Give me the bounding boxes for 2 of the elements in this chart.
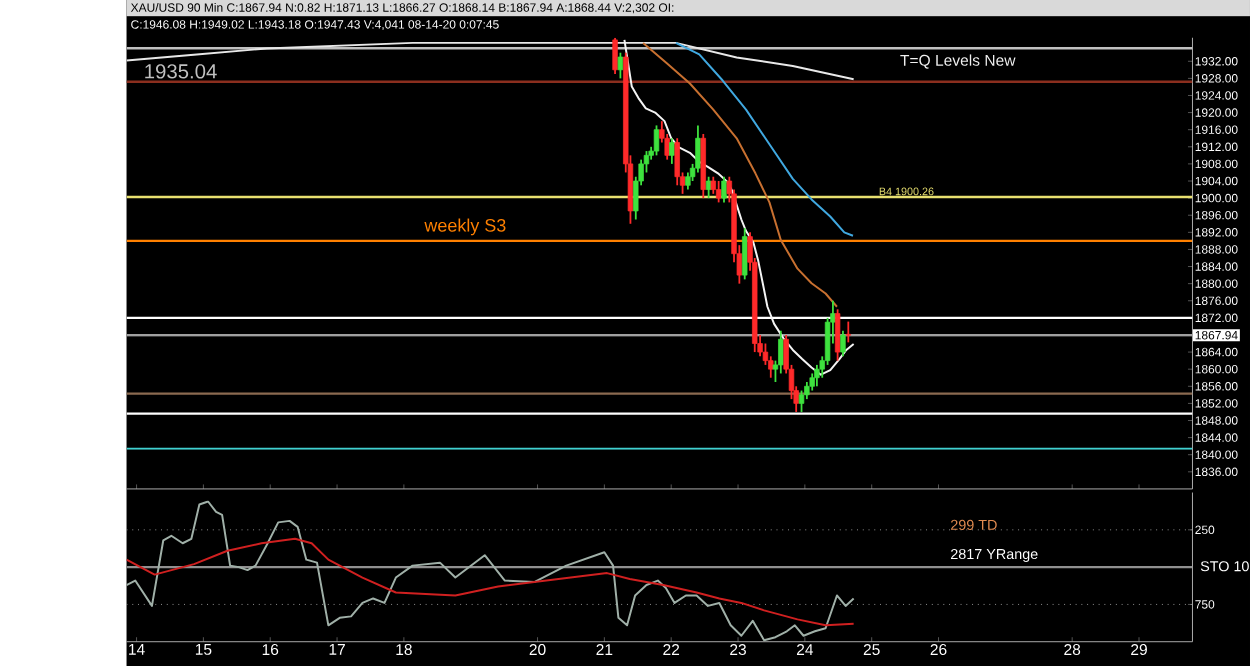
ref-line-label: weekly S3 xyxy=(424,218,506,235)
ref-line-label: 1935.04 xyxy=(145,63,217,79)
